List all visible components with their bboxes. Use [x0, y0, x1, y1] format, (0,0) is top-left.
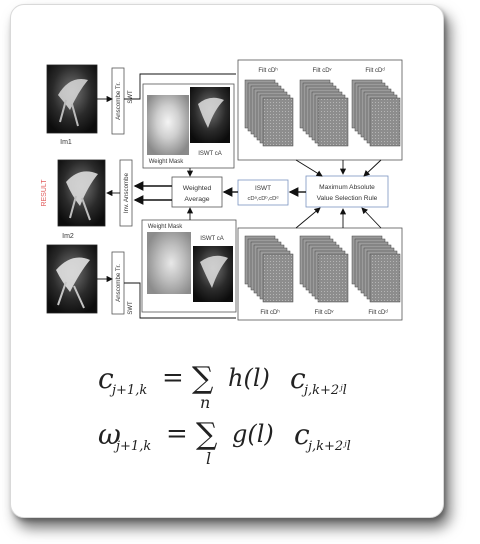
weight-mask-bottom-label: Weight Mask: [148, 224, 184, 230]
eq2-lhs: ω: [98, 418, 121, 451]
im1-label: Im1: [60, 139, 72, 146]
weight-mask-top-image: [147, 95, 189, 155]
filt-stack-top-h: [244, 79, 294, 147]
eq1-lhs: c: [98, 362, 114, 395]
anscombe-bottom-label: Anscombe Tr.: [115, 264, 122, 302]
anscombe-top-label: Anscombe Tr.: [115, 82, 122, 120]
iswt-ca-bottom-label: ISWT cA: [200, 236, 224, 242]
max-rule-box: [305, 175, 389, 208]
max-rule-line1: Maximum Absolute: [319, 184, 375, 191]
eq2-sum: ∑: [196, 417, 218, 452]
filt-top-label-v: Filt cDᵛ: [313, 68, 332, 74]
filt-stack-top-v: [299, 79, 349, 147]
eq2-rhs: c: [294, 418, 310, 451]
eq1-rhs: c: [290, 362, 306, 395]
swt-top-label: SWT: [128, 90, 134, 104]
im2-label: Im2: [62, 233, 74, 240]
max-rule-line2: Value Selection Rule: [317, 195, 378, 202]
eq2-func: g(l): [232, 420, 274, 448]
filt-stack-bottom-h: [244, 235, 294, 303]
eq1-equals: =: [162, 363, 184, 393]
filt-stack-top-d: [351, 79, 401, 147]
filt-bottom-label-h: Filt cDʰ: [260, 309, 279, 316]
filt-bottom-label-v: Filt cDᵛ: [315, 310, 334, 316]
eq2-equals: =: [166, 419, 188, 449]
connectors: [97, 73, 382, 319]
filt-top-label-h: Filt cDʰ: [258, 67, 277, 74]
im2-image: [46, 244, 98, 314]
weight-mask-top-label: Weight Mask: [149, 159, 185, 165]
iswt-cd-line2: cDᵃ,cDᵇ,cDᵈ: [247, 195, 278, 202]
eq1-sum: ∑: [192, 361, 214, 396]
im1-image: [46, 64, 98, 134]
iswt-ca-top-label: ISWT cA: [198, 151, 222, 157]
weighted-average-box: [171, 176, 223, 208]
weight-mask-bottom-image: [147, 232, 191, 294]
filt-stack-bottom-d: [351, 235, 401, 303]
eq1-sum-index: n: [200, 393, 210, 412]
top-filt-stacks: [244, 79, 401, 147]
eq1-func: h(l): [228, 364, 270, 392]
iswt-cd-line1: ISWT: [255, 185, 271, 192]
eq1-rhs-sub: j,k+2ʲl: [301, 383, 347, 398]
eq2-rhs-sub: j,k+2ʲl: [305, 439, 351, 454]
iswt-cd-box: [237, 179, 289, 206]
filt-stack-bottom-v: [299, 235, 349, 303]
equation-1: c j+1,k = ∑ n h(l) c j,k+2ʲl: [98, 361, 347, 412]
swt-bottom-label: SWT: [128, 301, 134, 315]
result-label: RESULT: [41, 179, 48, 207]
eq2-lhs-sub: j+1,k: [113, 439, 151, 454]
eq2-sum-index: l: [206, 449, 211, 468]
filt-bottom-label-d: Filt cDᵈ: [368, 309, 387, 316]
filt-top-label-d: Filt cDᵈ: [365, 67, 384, 74]
eq1-lhs-sub: j+1,k: [109, 383, 147, 398]
weighted-average-line1: Weighted: [183, 185, 212, 192]
inv-anscombe-label: Inv. Anscombe: [123, 172, 130, 213]
equation-2: ω j+1,k = ∑ l g(l) c j,k+2ʲl: [98, 417, 351, 468]
bottom-filt-stacks: [244, 235, 401, 303]
result-image: [57, 159, 106, 227]
weighted-average-line2: Average: [184, 196, 209, 203]
